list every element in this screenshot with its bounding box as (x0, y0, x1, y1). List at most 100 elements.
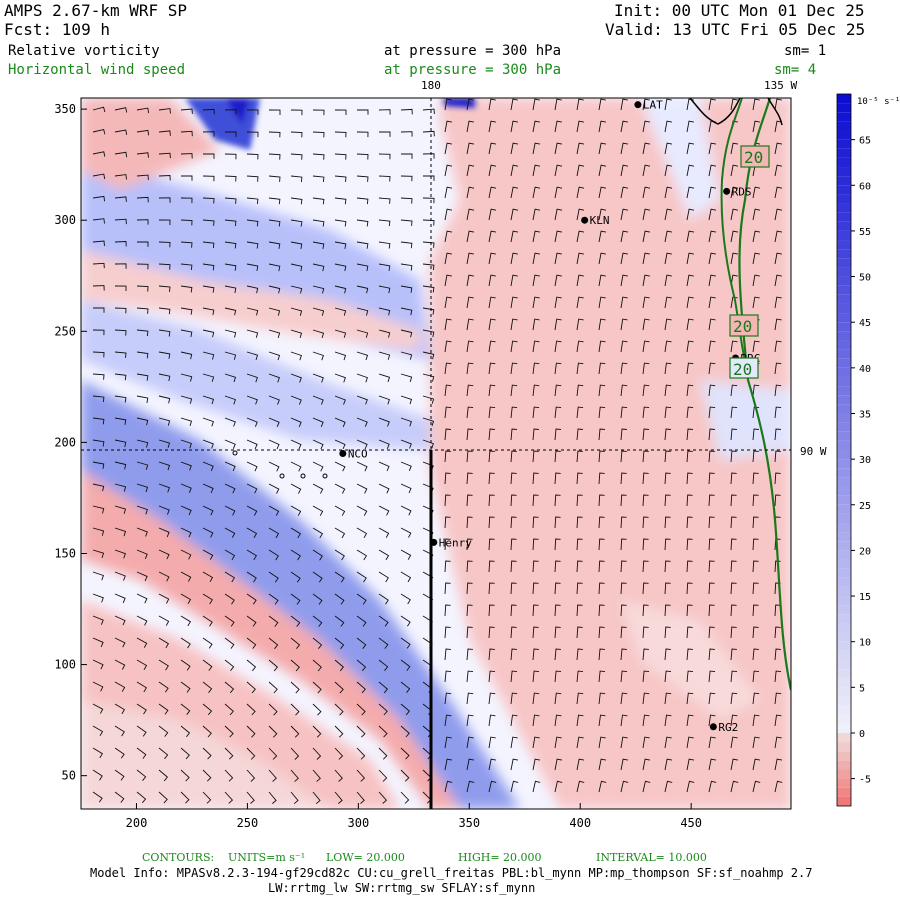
wind-barb (312, 725, 322, 738)
wind-barb (708, 516, 715, 529)
wind-barb (180, 439, 192, 449)
wind-barb (180, 241, 193, 248)
wind-barb (708, 692, 716, 705)
wind-barb (576, 296, 584, 309)
wind-barb (378, 549, 390, 561)
wind-barb (730, 516, 737, 529)
wind-barb (334, 769, 343, 782)
wind-barb (642, 582, 649, 595)
wind-barb (774, 714, 782, 727)
wind-barb (290, 395, 302, 405)
wind-barb (378, 615, 389, 627)
wind-barb (664, 538, 671, 551)
wind-barb (136, 307, 149, 314)
wind-barb (576, 538, 583, 551)
wind-barb (400, 703, 411, 716)
wind-barb (400, 373, 413, 383)
wind-barb (268, 637, 279, 650)
wind-barb (312, 197, 325, 205)
wind-barb (202, 219, 215, 226)
wind-barb (114, 351, 127, 358)
wind-barb (114, 107, 128, 113)
wind-barb (576, 692, 584, 705)
wind-barb (686, 164, 695, 177)
wind-barb (664, 626, 671, 639)
wind-barb (312, 307, 325, 316)
wind-barb (180, 263, 193, 271)
wind-barb (312, 703, 322, 716)
wind-barb (136, 769, 147, 781)
wind-barb (708, 780, 717, 793)
wind-barb (92, 527, 105, 536)
wind-barb (444, 98, 452, 111)
wind-barb (268, 329, 281, 339)
wind-barb (554, 120, 562, 133)
wind-barb (774, 296, 782, 309)
wind-barb (180, 527, 192, 538)
wind-barb (554, 340, 562, 353)
wind-barb (488, 626, 495, 639)
wind-barb (774, 494, 781, 507)
wind-barb (466, 384, 474, 397)
wind-barb (774, 384, 782, 397)
wind-barb (488, 758, 497, 771)
wind-barb (356, 747, 366, 760)
colorbar-segment (837, 495, 851, 505)
wind-barb (378, 197, 391, 204)
wind-barb (444, 186, 453, 199)
colorbar-segment (837, 687, 851, 697)
wind-barb (400, 615, 411, 627)
wind-barb (708, 252, 716, 265)
wind-barb (180, 637, 191, 649)
wind-barb (686, 604, 693, 617)
wind-barb (158, 791, 168, 804)
wind-barb (510, 692, 518, 705)
wind-barb (136, 219, 149, 225)
wind-barb (686, 186, 695, 199)
wind-barb (246, 505, 258, 516)
wind-barb (466, 626, 473, 639)
wind-barb (290, 461, 302, 472)
wind-barb (136, 725, 147, 737)
wind-barb (664, 142, 673, 155)
wind-barb (114, 395, 127, 403)
wind-barb (444, 318, 452, 331)
wind-barb (356, 681, 366, 694)
wind-barb (114, 329, 127, 336)
wind-barb (400, 439, 412, 449)
wind-barb (224, 351, 237, 360)
wind-barb (620, 142, 629, 155)
wind-barb (664, 252, 672, 265)
wind-barb (752, 120, 760, 133)
wind-barb (158, 549, 170, 560)
wind-barb (290, 703, 300, 716)
wind-barb (290, 505, 302, 516)
wind-barb (334, 505, 346, 516)
wind-barb (180, 681, 191, 693)
wind-barb (576, 384, 584, 397)
wind-barb (378, 395, 390, 405)
wind-barb (620, 120, 628, 133)
wind-barb (92, 637, 104, 648)
wind-barb (642, 450, 649, 463)
wind-barb (444, 142, 453, 155)
colorbar-segment (837, 386, 851, 396)
wind-barb (488, 472, 495, 485)
station-label: RG2 (718, 721, 738, 734)
wind-barb (730, 758, 739, 771)
wind-barb (334, 351, 347, 361)
wind-barb (532, 318, 540, 331)
wind-barb (708, 362, 716, 375)
colorbar-segment (837, 468, 851, 478)
wind-barb (92, 593, 104, 603)
contour-line-east (738, 98, 791, 691)
wind-barb (158, 725, 169, 737)
wind-barb (642, 736, 650, 749)
wind-barb (664, 274, 672, 287)
field1-smoothing: sm= 1 (784, 43, 827, 59)
wind-barb (224, 703, 234, 716)
wind-barb (752, 758, 761, 771)
wind-barb (114, 549, 126, 559)
wind-barb (466, 120, 474, 133)
wind-barb (356, 109, 369, 115)
